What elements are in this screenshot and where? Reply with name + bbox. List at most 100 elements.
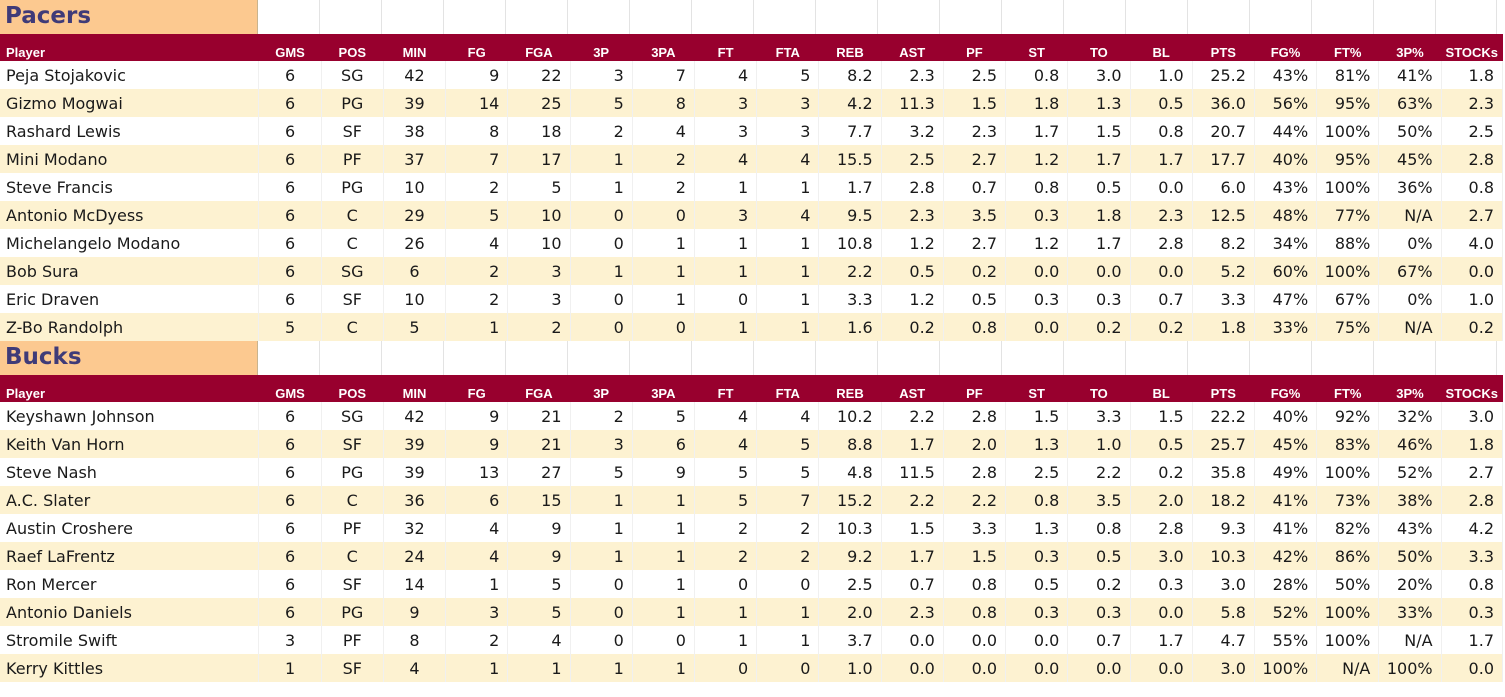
cell-personal-fouls[interactable]: 2.8 xyxy=(943,458,1007,486)
cell-points[interactable]: 20.7 xyxy=(1192,117,1255,145)
cell-games[interactable]: 6 xyxy=(258,145,322,173)
cell-turnovers[interactable]: 1.0 xyxy=(1067,430,1131,458)
cell-three-pointers[interactable]: 0 xyxy=(570,570,633,598)
cell-minutes[interactable]: 24 xyxy=(383,542,447,570)
cell-three-pointers[interactable]: 1 xyxy=(570,173,633,201)
cell-rebounds[interactable]: 1.7 xyxy=(818,173,882,201)
cell-minutes[interactable]: 4 xyxy=(383,654,447,682)
cell-free-throw-pct[interactable]: 50% xyxy=(1316,570,1380,598)
cell-turnovers[interactable]: 0.0 xyxy=(1067,257,1131,285)
cell-points[interactable]: 35.8 xyxy=(1192,458,1255,486)
cell-three-pointers[interactable]: 0 xyxy=(570,229,633,257)
cell-field-goal-pct[interactable]: 41% xyxy=(1254,486,1318,514)
cell-assists[interactable]: 3.2 xyxy=(881,117,944,145)
cell-three-point-pct[interactable]: 33% xyxy=(1378,598,1442,626)
cell-three-pointers[interactable]: 0 xyxy=(570,598,633,626)
cell-field-goal-attempts[interactable]: 17 xyxy=(507,145,571,173)
cell-games[interactable]: 6 xyxy=(258,486,322,514)
cell-assists[interactable]: 2.3 xyxy=(881,598,944,626)
cell-turnovers[interactable]: 1.7 xyxy=(1067,229,1131,257)
cell-minutes[interactable]: 10 xyxy=(383,285,447,313)
cell-player-name[interactable]: Raef LaFrentz xyxy=(0,542,260,570)
column-header-three-pointers[interactable]: 3P xyxy=(593,386,610,401)
cell-position[interactable]: C xyxy=(321,201,384,229)
cell-personal-fouls[interactable]: 1.5 xyxy=(943,542,1007,570)
cell-personal-fouls[interactable]: 2.8 xyxy=(943,402,1007,430)
cell-free-throws[interactable]: 1 xyxy=(694,598,758,626)
cell-personal-fouls[interactable]: 0.2 xyxy=(943,257,1007,285)
cell-field-goal-pct[interactable]: 47% xyxy=(1254,285,1318,313)
cell-assists[interactable]: 0.2 xyxy=(881,313,944,341)
cell-personal-fouls[interactable]: 0.0 xyxy=(943,654,1007,682)
cell-three-point-pct[interactable]: 63% xyxy=(1378,89,1442,117)
cell-stocks[interactable]: 1.0 xyxy=(1441,285,1504,313)
cell-points[interactable]: 25.2 xyxy=(1192,61,1255,89)
cell-stocks[interactable]: 0.0 xyxy=(1441,257,1504,285)
team-name-cell[interactable]: Bucks xyxy=(0,341,258,375)
cell-free-throw-pct[interactable]: 95% xyxy=(1316,89,1380,117)
cell-field-goal-pct[interactable]: 60% xyxy=(1254,257,1318,285)
cell-games[interactable]: 6 xyxy=(258,61,322,89)
cell-turnovers[interactable]: 0.2 xyxy=(1067,570,1131,598)
cell-three-pointers[interactable]: 1 xyxy=(570,486,633,514)
cell-turnovers[interactable]: 0.3 xyxy=(1067,598,1131,626)
cell-rebounds[interactable]: 15.5 xyxy=(818,145,882,173)
cell-free-throw-pct[interactable]: 86% xyxy=(1316,542,1380,570)
cell-blocks[interactable]: 0.5 xyxy=(1130,89,1193,117)
cell-steals[interactable]: 1.3 xyxy=(1005,514,1069,542)
cell-points[interactable]: 10.3 xyxy=(1192,542,1255,570)
cell-minutes[interactable]: 38 xyxy=(383,117,447,145)
cell-three-point-pct[interactable]: 43% xyxy=(1378,514,1442,542)
cell-steals[interactable]: 0.3 xyxy=(1005,598,1069,626)
cell-three-pointers[interactable]: 1 xyxy=(570,514,633,542)
cell-assists[interactable]: 2.2 xyxy=(881,402,944,430)
cell-player-name[interactable]: Stromile Swift xyxy=(0,626,260,654)
cell-assists[interactable]: 2.2 xyxy=(881,486,944,514)
cell-field-goal-attempts[interactable]: 2 xyxy=(507,313,571,341)
cell-personal-fouls[interactable]: 2.7 xyxy=(943,145,1007,173)
cell-player-name[interactable]: Ron Mercer xyxy=(0,570,260,598)
cell-position[interactable]: PG xyxy=(321,89,384,117)
cell-rebounds[interactable]: 3.3 xyxy=(818,285,882,313)
cell-blocks[interactable]: 1.7 xyxy=(1130,145,1193,173)
cell-points[interactable]: 8.2 xyxy=(1192,229,1255,257)
cell-three-point-pct[interactable]: 0% xyxy=(1378,229,1442,257)
cell-turnovers[interactable]: 1.3 xyxy=(1067,89,1131,117)
cell-turnovers[interactable]: 0.5 xyxy=(1067,173,1131,201)
cell-assists[interactable]: 2.3 xyxy=(881,61,944,89)
cell-blocks[interactable]: 0.0 xyxy=(1130,173,1193,201)
cell-steals[interactable]: 0.0 xyxy=(1005,257,1069,285)
cell-blocks[interactable]: 0.8 xyxy=(1130,117,1193,145)
cell-free-throw-attempts[interactable]: 1 xyxy=(756,173,820,201)
cell-games[interactable]: 6 xyxy=(258,285,322,313)
column-header-field-goal-pct[interactable]: FG% xyxy=(1270,386,1301,401)
cell-player-name[interactable]: Antonio Daniels xyxy=(0,598,260,626)
cell-steals[interactable]: 2.5 xyxy=(1005,458,1069,486)
cell-field-goals[interactable]: 5 xyxy=(445,201,509,229)
cell-steals[interactable]: 0.0 xyxy=(1005,313,1069,341)
cell-three-point-attempts[interactable]: 1 xyxy=(632,514,695,542)
cell-free-throw-pct[interactable]: 100% xyxy=(1316,117,1380,145)
column-header-field-goal-attempts[interactable]: FGA xyxy=(525,45,553,60)
cell-games[interactable]: 6 xyxy=(258,201,322,229)
cell-minutes[interactable]: 5 xyxy=(383,313,447,341)
cell-field-goals[interactable]: 9 xyxy=(445,430,509,458)
cell-rebounds[interactable]: 2.2 xyxy=(818,257,882,285)
cell-three-point-pct[interactable]: 41% xyxy=(1378,61,1442,89)
cell-turnovers[interactable]: 0.0 xyxy=(1067,654,1131,682)
cell-free-throw-attempts[interactable]: 1 xyxy=(756,313,820,341)
column-header-games[interactable]: GMS xyxy=(275,45,305,60)
cell-free-throws[interactable]: 0 xyxy=(694,570,758,598)
cell-field-goals[interactable]: 13 xyxy=(445,458,509,486)
cell-field-goal-pct[interactable]: 49% xyxy=(1254,458,1318,486)
cell-position[interactable]: PG xyxy=(321,173,384,201)
cell-three-pointers[interactable]: 5 xyxy=(570,89,633,117)
cell-free-throw-pct[interactable]: 95% xyxy=(1316,145,1380,173)
cell-personal-fouls[interactable]: 0.8 xyxy=(943,598,1007,626)
cell-three-point-attempts[interactable]: 2 xyxy=(632,173,695,201)
cell-stocks[interactable]: 0.8 xyxy=(1441,173,1504,201)
column-header-three-point-pct[interactable]: 3P% xyxy=(1396,386,1424,401)
cell-field-goals[interactable]: 2 xyxy=(445,257,509,285)
cell-field-goal-attempts[interactable]: 25 xyxy=(507,89,571,117)
cell-blocks[interactable]: 1.7 xyxy=(1130,626,1193,654)
